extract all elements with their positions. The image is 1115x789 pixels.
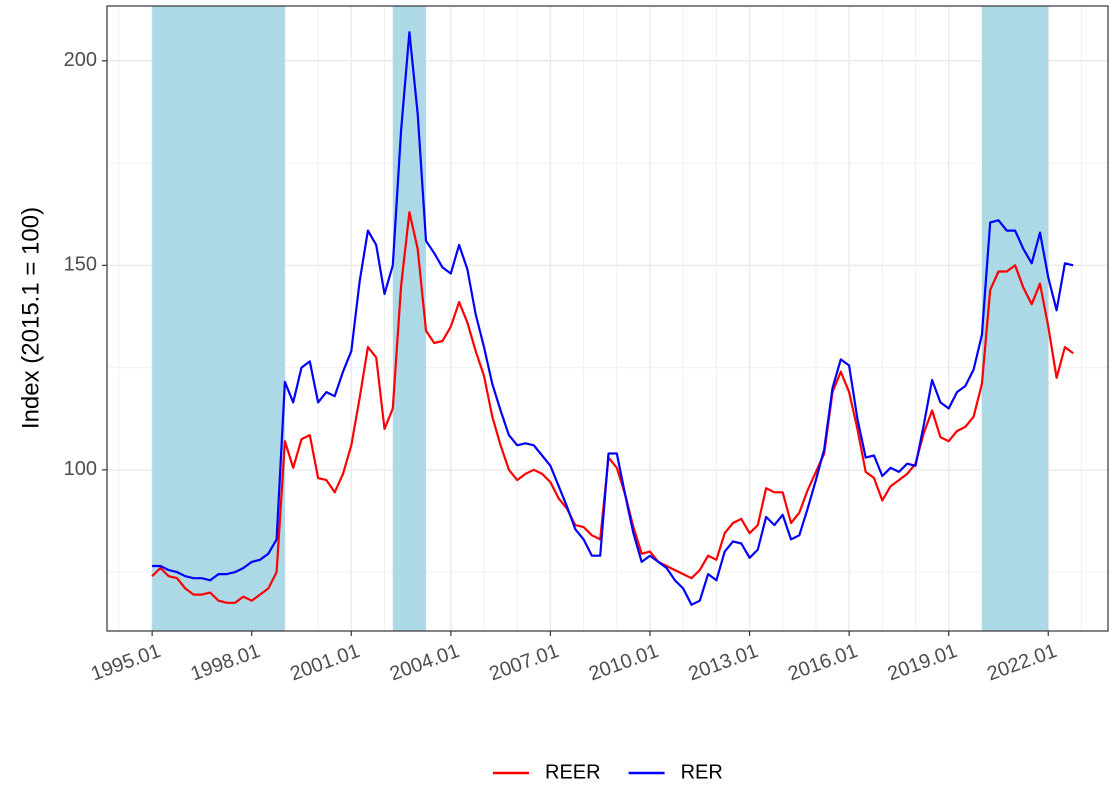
x-tick-label: 2004.01 [387, 640, 462, 685]
x-tick-label: 2013.01 [686, 640, 761, 685]
line [152, 31, 1074, 606]
y-axis-label: Index (2015.1 = 100) [17, 207, 44, 429]
x-tick-label: 2016.01 [785, 640, 860, 685]
x-tick-label: 2022.01 [984, 640, 1059, 685]
y-tick-label: 200 [64, 49, 97, 71]
x-tick-label: 2010.01 [586, 640, 661, 685]
x-tick-label: 2019.01 [885, 640, 960, 685]
legend-label: RER [681, 761, 723, 783]
x-tick-label: 1995.01 [88, 640, 163, 685]
x-tick-label: 2001.01 [287, 640, 362, 685]
shaded-region [981, 6, 1049, 631]
y-tick-label: 100 [64, 458, 97, 480]
x-tick-label: 1998.01 [188, 640, 263, 685]
y-tick-label: 150 [64, 254, 97, 276]
legend-label: REER [545, 761, 601, 783]
shaded-region [392, 6, 426, 631]
shaded-region [152, 6, 285, 631]
plot-border [106, 5, 1109, 632]
x-tick-label: 2007.01 [486, 640, 561, 685]
